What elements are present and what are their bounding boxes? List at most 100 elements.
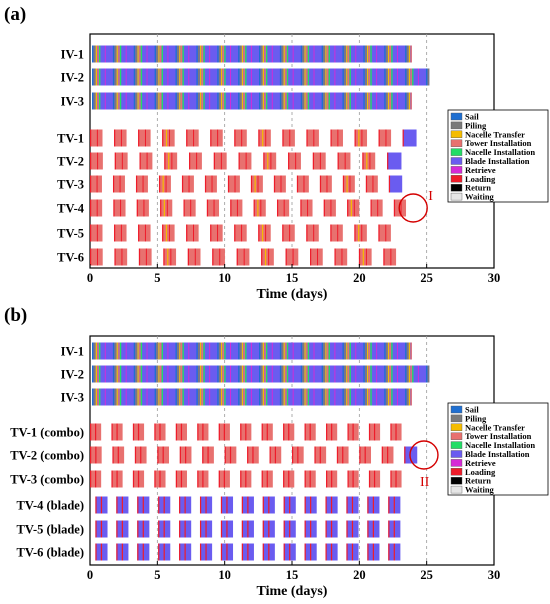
legend-item: Tower Installation	[450, 138, 532, 148]
activity-segment	[376, 365, 378, 383]
activity-segment	[266, 388, 268, 406]
activity-segment	[135, 342, 138, 360]
trip-block	[212, 248, 225, 266]
activity-segment	[188, 45, 190, 63]
loading-segment	[289, 520, 291, 538]
legend-swatch	[450, 441, 463, 449]
trip-block	[206, 199, 220, 217]
activity-segment	[387, 45, 390, 63]
activity-segment	[161, 92, 163, 110]
trip-block	[234, 129, 247, 147]
activity-segment	[334, 365, 336, 383]
activity-segment	[262, 388, 264, 406]
activity-segment	[264, 68, 266, 86]
activity-segment	[161, 68, 163, 86]
activity-segment	[342, 92, 344, 110]
loading-segment	[253, 199, 255, 217]
activity-segment	[405, 68, 407, 86]
loading-segment	[186, 129, 188, 147]
activity-segment	[370, 68, 372, 86]
activity-segment	[370, 45, 372, 63]
activity-segment	[156, 342, 159, 360]
activity-segment	[408, 92, 411, 110]
loading-segment	[258, 129, 260, 147]
activity-segment	[112, 92, 115, 110]
activity-segment	[241, 365, 244, 383]
activity-segment	[323, 388, 325, 406]
loading-segment	[258, 224, 260, 242]
activity-segment	[355, 365, 357, 383]
loading-segment	[273, 175, 276, 193]
activity-segment	[95, 365, 98, 383]
loading-segment	[137, 470, 140, 488]
activity-segment	[271, 365, 273, 383]
loading-segment	[383, 248, 385, 266]
activity-segment	[241, 342, 244, 360]
activity-segment	[160, 388, 162, 406]
activity-segment	[384, 388, 386, 406]
trip-block	[330, 224, 343, 242]
activity-segment	[406, 365, 409, 383]
activity-segment	[384, 92, 386, 110]
activity-segment	[112, 342, 115, 360]
trip-block	[347, 199, 360, 217]
activity-segment	[349, 388, 351, 406]
activity-segment	[104, 365, 106, 383]
activity-segment	[302, 45, 305, 63]
loading-segment	[245, 470, 247, 488]
loading-segment	[163, 520, 165, 538]
activity-segment	[196, 68, 198, 86]
loading-segment	[224, 446, 226, 464]
legend-swatch	[450, 157, 463, 165]
trip-block	[179, 496, 192, 514]
loading-segment	[166, 199, 168, 217]
activity-segment	[384, 68, 386, 86]
activity-segment	[139, 92, 141, 110]
legend-label: Piling	[465, 413, 487, 423]
loading-segment	[331, 423, 333, 441]
activity-segment	[285, 92, 287, 110]
loading-segment	[90, 175, 92, 193]
vessel-row: TV-3 (combo)	[10, 470, 402, 488]
nacelle-transfer-segment	[168, 152, 170, 170]
trip-segment	[114, 248, 128, 266]
loading-segment	[313, 224, 315, 242]
trip-segment	[388, 175, 403, 193]
activity-segment	[188, 365, 190, 383]
nacelle-transfer-segment	[350, 199, 352, 217]
trip-block	[358, 248, 372, 266]
loading-segment	[229, 446, 232, 464]
legend-label: Nacelle Installation	[465, 147, 535, 157]
trip-block	[135, 175, 148, 193]
trip-block	[236, 248, 250, 266]
loading-segment	[390, 248, 392, 266]
activity-segment	[125, 365, 127, 383]
activity-segment	[116, 45, 118, 63]
activity-segment	[230, 342, 231, 360]
loading-segment	[143, 199, 145, 217]
loading-segment	[189, 152, 191, 170]
nacelle-transfer-segment	[267, 152, 269, 170]
loading-segment	[282, 224, 284, 242]
activity-segment	[209, 68, 211, 86]
trip-block	[224, 446, 237, 464]
activity-segment	[119, 92, 122, 110]
activity-segment	[406, 342, 409, 360]
activity-segment	[281, 342, 284, 360]
activity-segment	[385, 365, 388, 383]
loading-segment	[326, 470, 328, 488]
loading-segment	[138, 248, 141, 266]
activity-segment	[292, 365, 294, 383]
activity-segment	[146, 365, 148, 383]
loading-segment	[304, 543, 306, 561]
activity-segment	[92, 68, 94, 86]
x-tick-label: 10	[218, 271, 231, 285]
loading-segment	[116, 496, 118, 514]
loading-segment	[121, 152, 123, 170]
vessel-row: IV-1	[61, 342, 412, 360]
activity-segment	[279, 342, 282, 360]
trip-segment	[90, 175, 102, 193]
loading-segment	[241, 129, 243, 147]
activity-segment	[283, 92, 285, 110]
trip-segment	[158, 175, 171, 193]
